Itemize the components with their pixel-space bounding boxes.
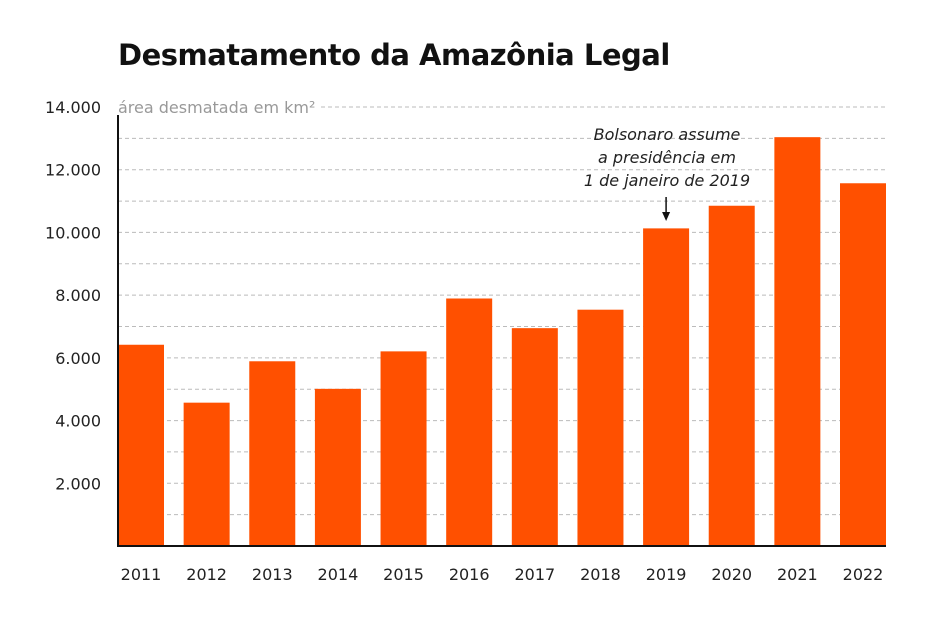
unit-label-background bbox=[116, 98, 320, 117]
bar-2015 bbox=[380, 351, 427, 546]
chart-title: Desmatamento da Amazônia Legal bbox=[118, 38, 670, 72]
annotation-text: Bolsonaro assume bbox=[594, 125, 741, 144]
y-tick-label: 2.000 bbox=[55, 474, 101, 493]
y-tick-label: 4.000 bbox=[55, 412, 101, 431]
x-tick-label: 2012 bbox=[186, 565, 227, 584]
bar-2019 bbox=[643, 228, 690, 547]
x-tick-label: 2015 bbox=[383, 565, 424, 584]
y-tick-label: 14.000 bbox=[45, 98, 101, 117]
y-tick-label: 10.000 bbox=[45, 223, 101, 242]
annotation-text: a presidência em bbox=[598, 148, 736, 167]
bar-2012 bbox=[183, 402, 230, 546]
x-tick-label: 2013 bbox=[252, 565, 293, 584]
x-tick-label: 2011 bbox=[121, 565, 162, 584]
y-tick-label: 6.000 bbox=[55, 349, 101, 368]
x-tick-label: 2019 bbox=[646, 565, 687, 584]
bar-2011 bbox=[118, 344, 164, 546]
bar-2022 bbox=[840, 183, 886, 547]
arrow-down-icon bbox=[662, 212, 671, 221]
x-tick-label: 2018 bbox=[580, 565, 621, 584]
x-tick-label: 2016 bbox=[449, 565, 490, 584]
bar-2020 bbox=[708, 205, 755, 546]
bar-2014 bbox=[314, 388, 361, 546]
annotation-text: 1 de janeiro de 2019 bbox=[584, 171, 750, 190]
x-tick-label: 2021 bbox=[777, 565, 818, 584]
x-tick-label: 2022 bbox=[843, 565, 884, 584]
bar-2017 bbox=[511, 328, 558, 546]
y-tick-label: 8.000 bbox=[55, 286, 101, 305]
x-tick-label: 2017 bbox=[514, 565, 555, 584]
y-axis-unit-label: área desmatada em km² bbox=[118, 98, 315, 117]
bar-2021 bbox=[774, 137, 821, 546]
x-tick-label: 2020 bbox=[711, 565, 752, 584]
bar-2016 bbox=[446, 298, 493, 546]
y-tick-label: 12.000 bbox=[45, 161, 101, 180]
x-tick-label: 2014 bbox=[318, 565, 359, 584]
bar-2013 bbox=[249, 361, 296, 546]
bar-2018 bbox=[577, 309, 624, 546]
